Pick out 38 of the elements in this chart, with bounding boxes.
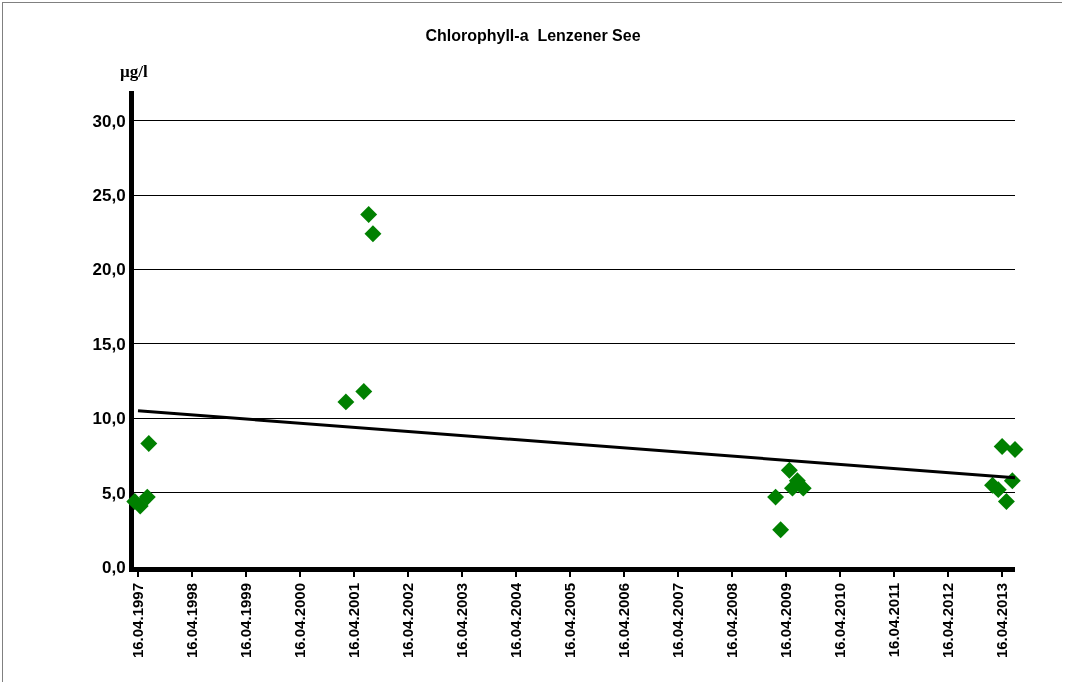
x-tick-label: 16.04.2006 bbox=[614, 583, 632, 659]
x-tick-label: 16.04.2004 bbox=[506, 582, 524, 659]
point bbox=[1006, 441, 1024, 458]
x-tick-label: 16.04.2013 bbox=[993, 583, 1011, 659]
y-tick-label: 5,0 bbox=[101, 483, 126, 503]
y-tick-label: 15,0 bbox=[92, 334, 126, 354]
x-tick-label: 16.04.2003 bbox=[452, 583, 470, 659]
point bbox=[138, 488, 156, 506]
point bbox=[772, 521, 790, 539]
chart-title: Chlorophyll-a Lenzener See bbox=[425, 27, 641, 45]
point bbox=[355, 383, 373, 400]
point bbox=[337, 393, 355, 411]
y-tick-label: 25,0 bbox=[92, 186, 126, 206]
x-tick-label: 16.04.1998 bbox=[182, 583, 200, 659]
y-tick-label: 10,0 bbox=[92, 409, 126, 429]
x-tick-label: 16.04.2012 bbox=[939, 583, 957, 659]
x-tick-label: 16.04.1997 bbox=[128, 583, 146, 659]
x-tick-label: 16.04.2005 bbox=[560, 583, 578, 659]
x-tick-label: 16.04.2007 bbox=[668, 583, 686, 659]
x-tick-label: 16.04.2009 bbox=[776, 583, 794, 659]
point bbox=[997, 493, 1015, 510]
y-tick-label: 30,0 bbox=[92, 111, 126, 131]
x-tick-label: 16.04.2001 bbox=[344, 583, 362, 659]
point bbox=[767, 488, 785, 506]
point bbox=[364, 225, 382, 243]
point bbox=[780, 461, 798, 479]
point bbox=[140, 435, 158, 452]
x-tick-label: 16.04.2002 bbox=[398, 583, 416, 659]
x-tick-label: 16.04.1999 bbox=[236, 583, 254, 659]
x-tick-label: 16.04.2011 bbox=[884, 583, 902, 658]
x-tick-label: 16.04.2010 bbox=[830, 583, 848, 659]
y-tick-label: 0,0 bbox=[101, 557, 126, 577]
point bbox=[360, 206, 378, 223]
x-tick-label: 16.04.2000 bbox=[290, 583, 308, 659]
y-tick-label: 20,0 bbox=[92, 260, 126, 280]
x-tick-label: 16.04.2008 bbox=[723, 583, 741, 659]
y-axis-title: µg/l bbox=[120, 62, 149, 81]
point bbox=[993, 438, 1011, 455]
